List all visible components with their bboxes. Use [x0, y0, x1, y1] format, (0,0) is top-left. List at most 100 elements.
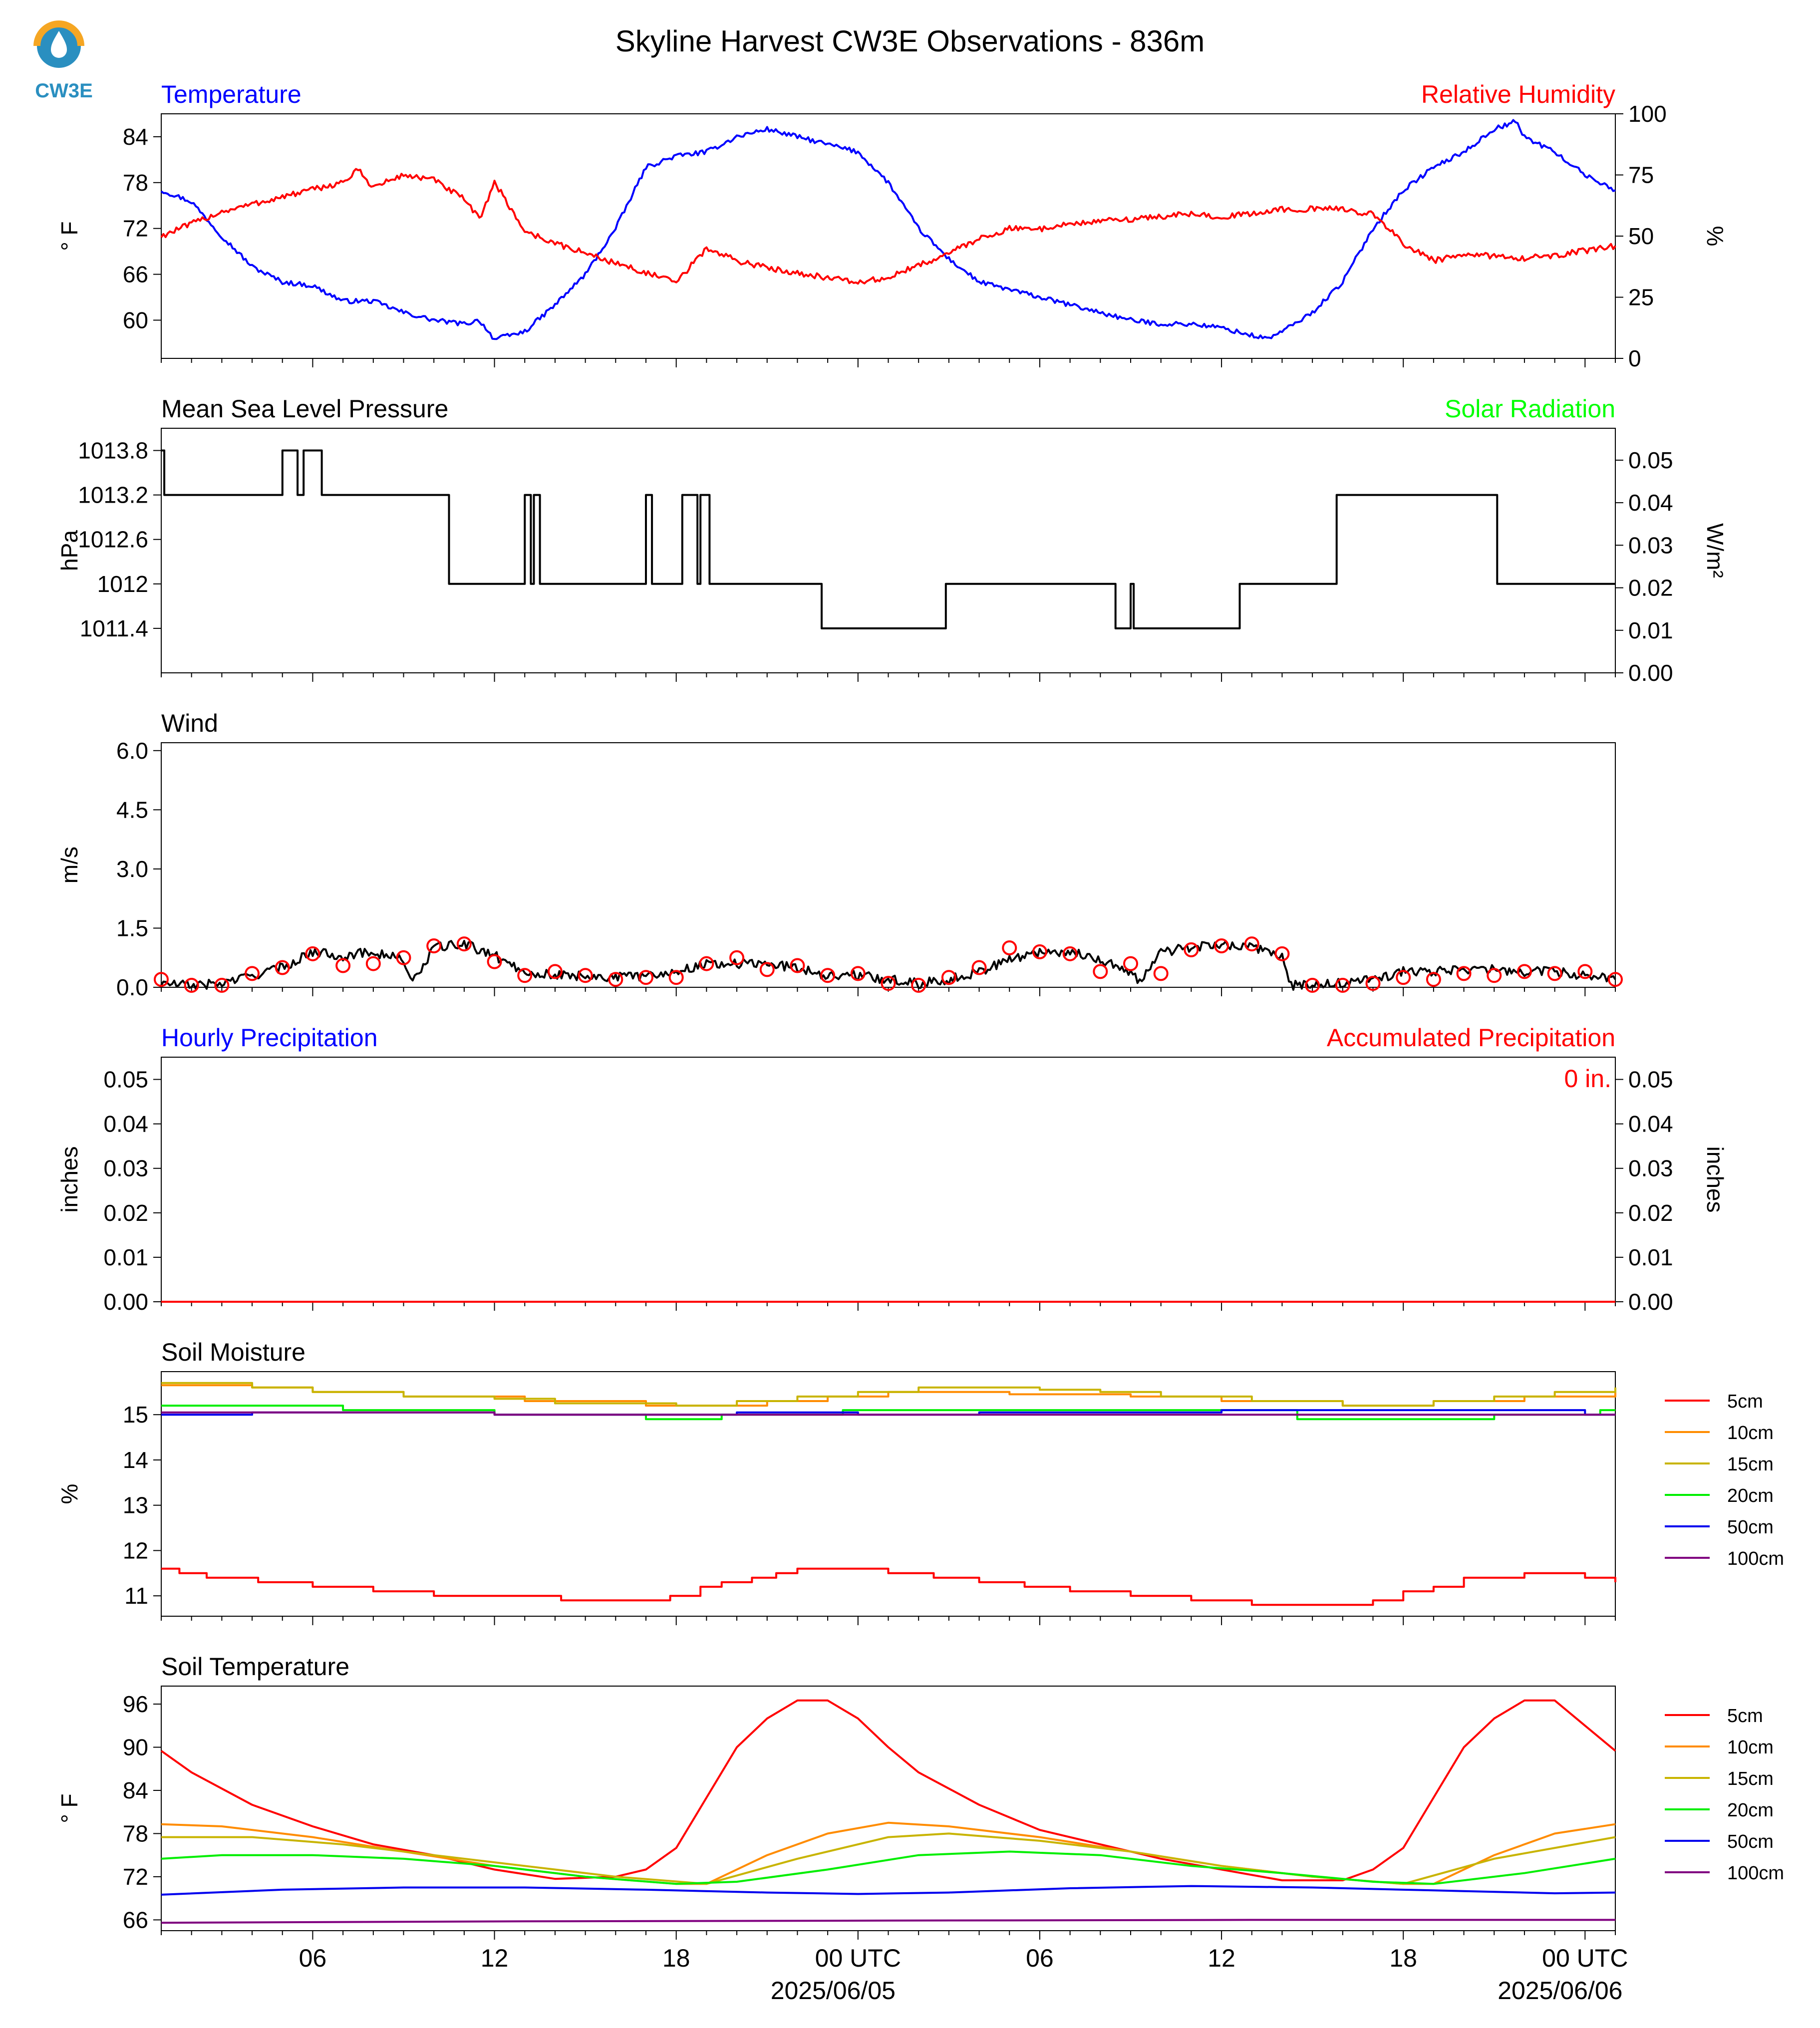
- panel-pressure: Mean Sea Level Pressure Solar Radiation 10…: [56, 395, 1728, 686]
- legend-label: 100cm: [1727, 1548, 1784, 1569]
- legend-label: 20cm: [1727, 1485, 1774, 1506]
- y-tick-label: 0.0: [116, 974, 148, 1000]
- y-tick-label: 96: [123, 1691, 148, 1717]
- y-axis-label: inches: [56, 1147, 82, 1213]
- y-tick-label: 72: [123, 216, 148, 242]
- series-line-wind-left: [160, 940, 1616, 991]
- y-right-tick-label: 0.05: [1628, 447, 1673, 473]
- y-right-tick-label: 0.00: [1628, 660, 1673, 686]
- panel-wind: Wind 0.0 1.5 3.0 4.5 6.0 m/s: [56, 709, 1623, 1000]
- data-point: [850, 966, 866, 981]
- data-point: [578, 968, 593, 983]
- y-tick-label: 0.05: [103, 1067, 148, 1093]
- data-point: [547, 964, 563, 979]
- data-point: [517, 968, 533, 983]
- y-right-tick-label: 0.03: [1628, 1156, 1673, 1181]
- data-point: [487, 954, 502, 969]
- y-tick-label: 0.02: [103, 1200, 148, 1226]
- data-point: [1426, 972, 1441, 987]
- y-tick-label: 78: [123, 1820, 148, 1846]
- data-point: [1214, 938, 1229, 954]
- data-point: [154, 972, 169, 987]
- y-tick-label: 60: [123, 307, 148, 333]
- data-point: [1184, 942, 1199, 957]
- data-point: [1002, 940, 1017, 955]
- data-point: [1093, 964, 1108, 979]
- legend-label: 50cm: [1727, 1517, 1774, 1538]
- data-point: [1396, 970, 1411, 985]
- y-tick-label: 1012: [97, 571, 148, 597]
- y-tick-label: 12: [123, 1537, 148, 1563]
- y-tick-label: 66: [123, 1907, 148, 1933]
- y-tick-label: 0.00: [103, 1289, 148, 1315]
- data-point: [759, 962, 775, 977]
- series-line-100cm: [161, 1411, 1615, 1416]
- panel-title-left: Soil Moisture: [161, 1338, 305, 1366]
- data-point: [1335, 978, 1350, 993]
- panel-title-left: Soil Temperature: [161, 1653, 349, 1681]
- y-tick-label: 84: [123, 1777, 148, 1803]
- y-right-tick-label: 0.04: [1628, 1111, 1673, 1137]
- series-line-temp_rh-left: [160, 119, 1616, 340]
- y-tick-label: 14: [123, 1447, 148, 1473]
- y-tick-label: 6.0: [116, 738, 148, 764]
- series-line-100cm: [161, 1919, 1615, 1924]
- data-point: [941, 970, 956, 985]
- data-point: [1274, 946, 1290, 961]
- legend-label: 20cm: [1727, 1800, 1774, 1821]
- y-tick-label: 4.5: [116, 797, 148, 823]
- data-point: [971, 960, 987, 975]
- legend-label: 5cm: [1727, 1391, 1763, 1412]
- data-point: [184, 978, 199, 993]
- y-tick-label: 0.03: [103, 1156, 148, 1181]
- series-line-20cm: [161, 1850, 1616, 1885]
- x-tick-label: 06: [299, 1944, 327, 1972]
- data-point: [1547, 966, 1562, 981]
- cw3e-logo-sun-ring: [33, 20, 84, 46]
- x-tick-label: 00 UTC: [1542, 1944, 1628, 1972]
- data-point: [365, 956, 381, 971]
- data-point: [214, 978, 230, 993]
- panel-title-right: Relative Humidity: [1421, 80, 1615, 108]
- y-right-tick-label: 0.01: [1628, 1244, 1673, 1270]
- panel-soil_moisture: Soil Moisture1112131415%5cm10cm15cm20cm5…: [56, 1338, 1784, 1625]
- panel-title-right: Accumulated Precipitation: [1327, 1024, 1615, 1052]
- data-point: [275, 960, 290, 975]
- data-point: [305, 946, 320, 961]
- y-tick-label: 15: [123, 1402, 148, 1428]
- y-axis-label: ° F: [56, 1793, 82, 1823]
- y-right-tick-label: 100: [1628, 101, 1667, 127]
- legend-label: 15cm: [1727, 1454, 1774, 1475]
- y-right-tick-label: 0: [1628, 345, 1641, 371]
- data-point: [335, 958, 351, 973]
- series-line-50cm: [161, 1885, 1616, 1896]
- data-point: [1365, 976, 1381, 991]
- y-tick-label: 1011.4: [80, 615, 148, 641]
- data-point: [911, 978, 926, 993]
- panel-title-left: Wind: [161, 709, 218, 737]
- y-axis-label: m/s: [56, 847, 82, 883]
- data-point: [881, 976, 896, 991]
- y-right-tick-label: 0.02: [1628, 1200, 1673, 1226]
- legend: 5cm 10cm 15cm 20cm 50cm 100cm: [1665, 1706, 1784, 1884]
- legend: 5cm 10cm 15cm 20cm 50cm 100cm: [1665, 1391, 1784, 1569]
- cw3e-logo-drop: [51, 31, 67, 58]
- cw3e-logo-text: CW3E: [35, 80, 93, 102]
- data-point: [426, 938, 442, 954]
- y-tick-label: 0.04: [103, 1111, 148, 1137]
- data-point: [790, 958, 805, 973]
- data-point: [1062, 946, 1078, 961]
- y-axis-label: ° F: [56, 221, 82, 251]
- y-right-tick-label: 0.00: [1628, 1289, 1673, 1315]
- y-right-tick-label: 0.02: [1628, 575, 1673, 601]
- y-right-tick-label: 0.01: [1628, 617, 1673, 643]
- data-point: [820, 968, 836, 983]
- y-right-axis-label: W/m²: [1702, 523, 1728, 578]
- data-point: [456, 936, 472, 952]
- data-point: [1517, 964, 1532, 979]
- panel-title-left: Hourly Precipitation: [161, 1024, 378, 1052]
- panel-title-right: Solar Radiation: [1445, 395, 1615, 423]
- data-point: [608, 972, 623, 987]
- series-line-temp_rh-right: [160, 168, 1616, 285]
- y-tick-label: 1013.8: [78, 438, 148, 464]
